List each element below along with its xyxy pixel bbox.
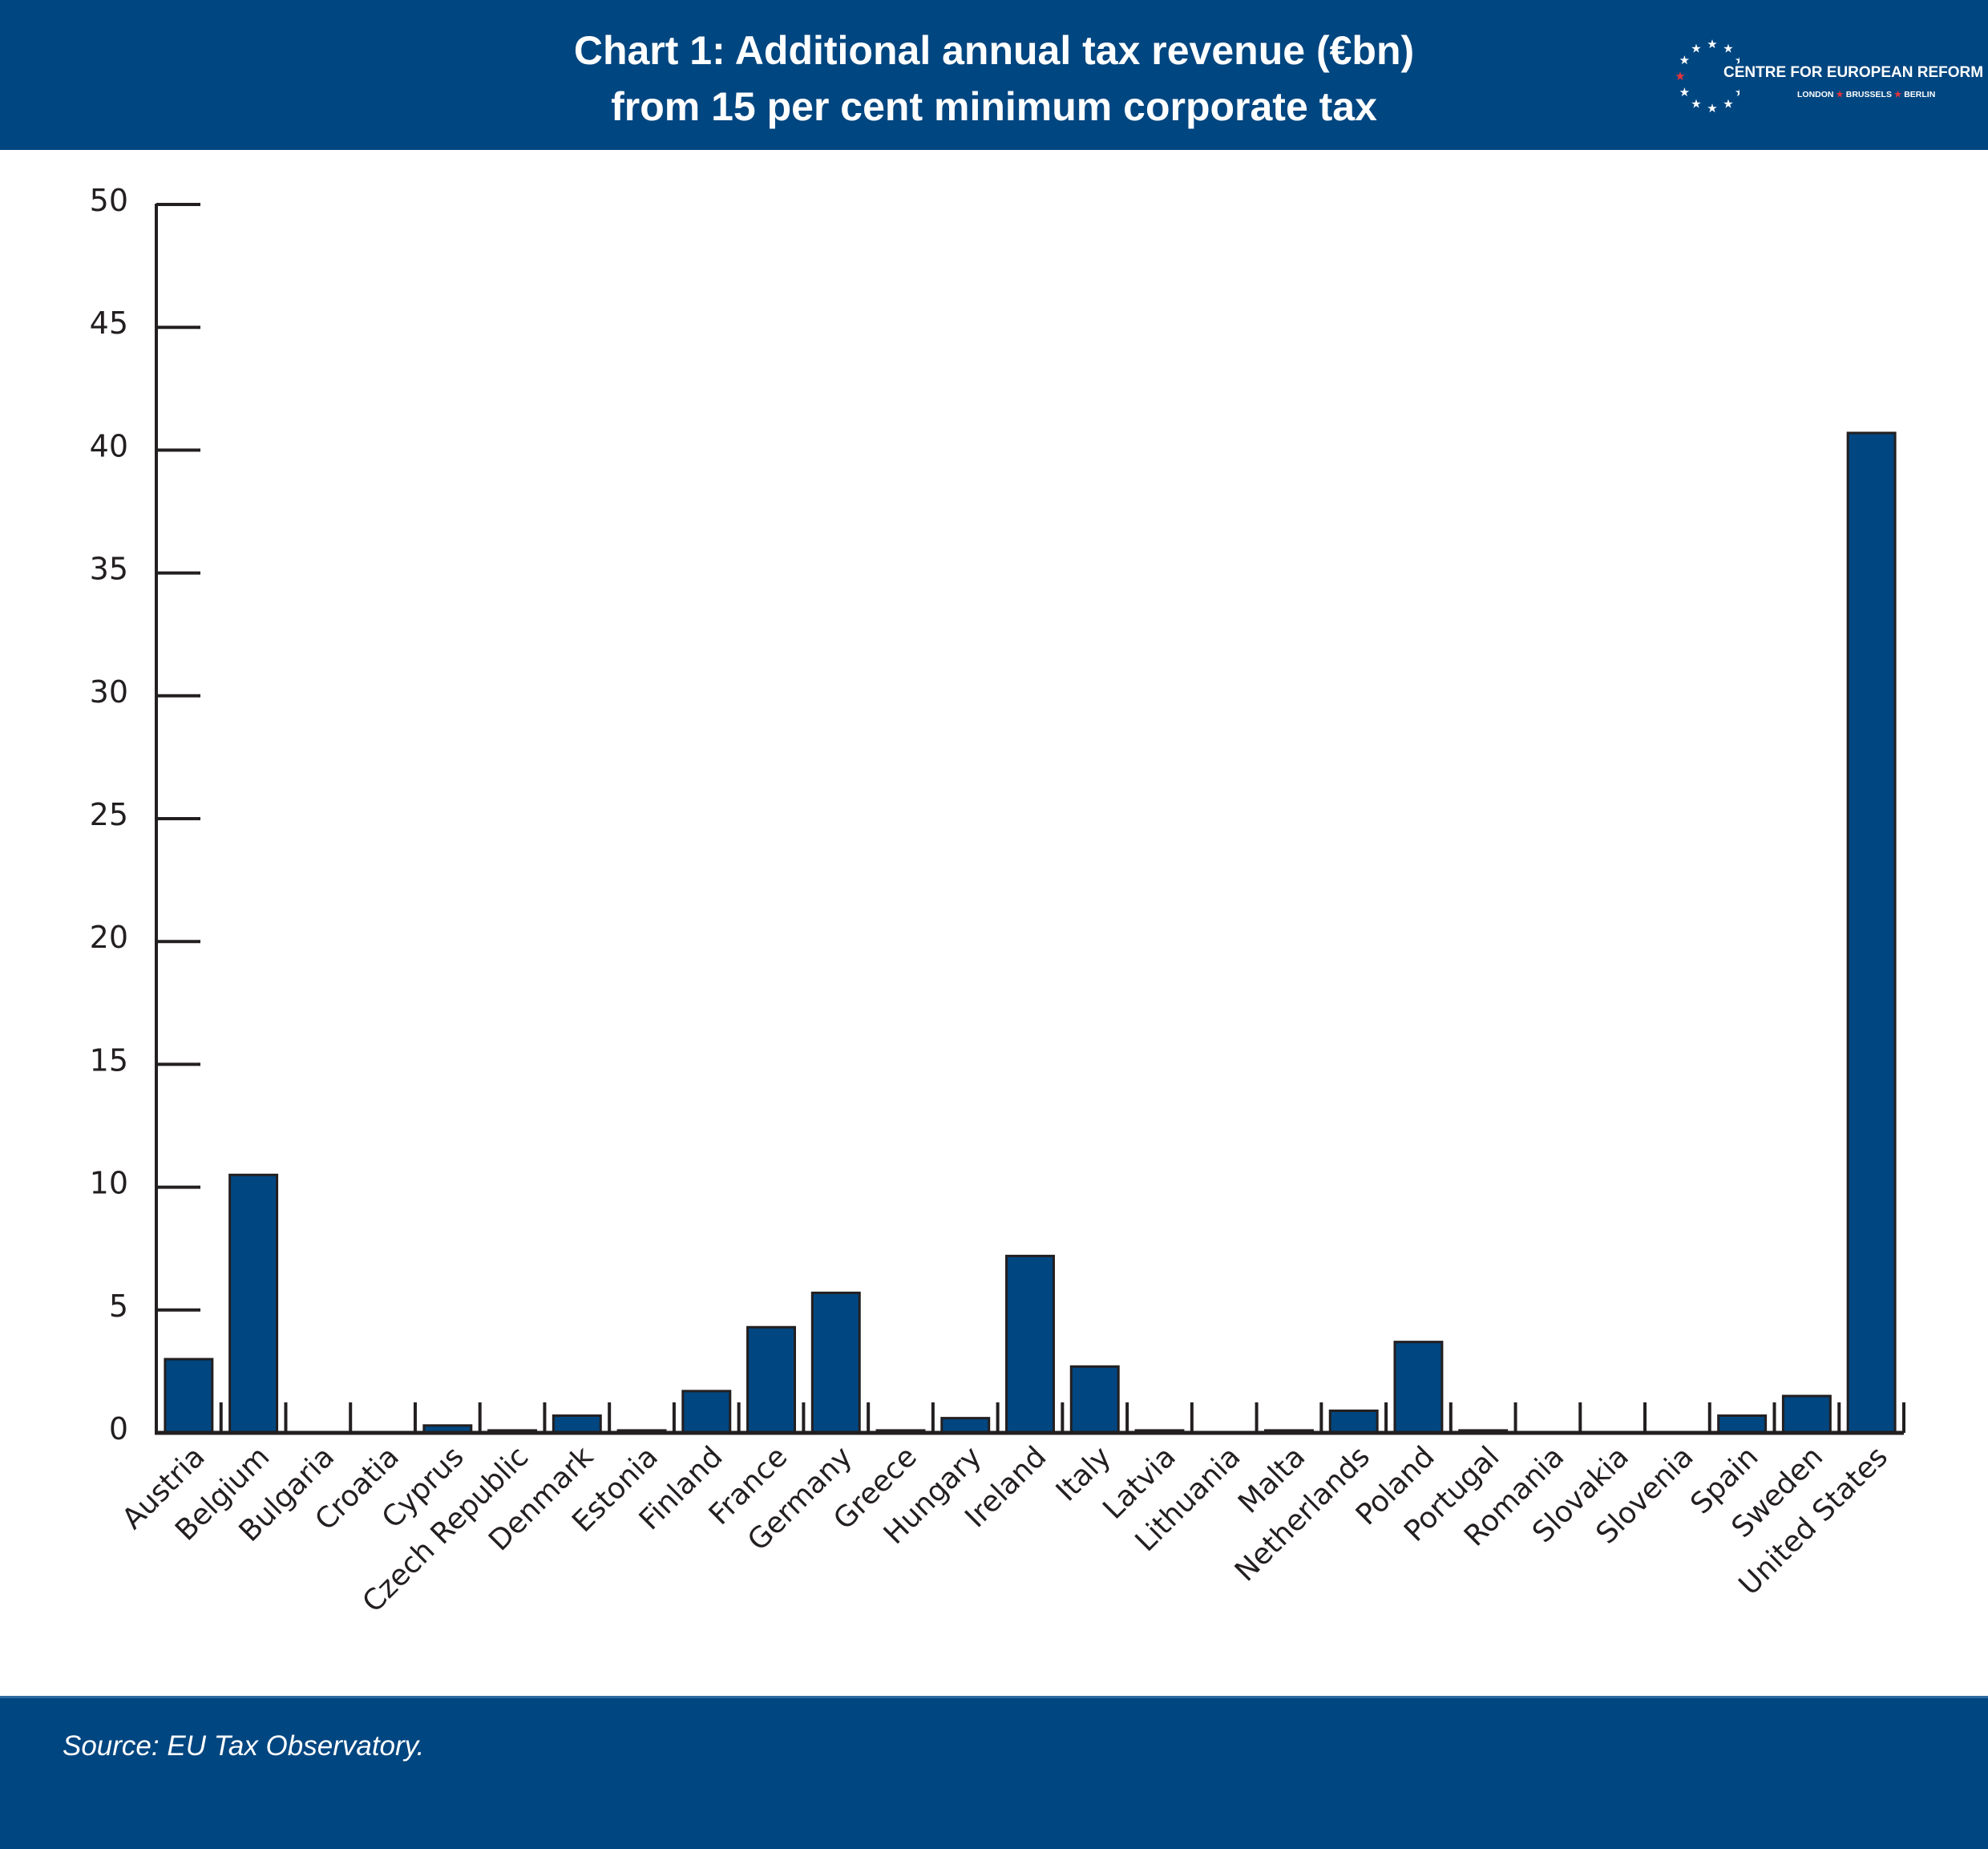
chart-title-line-1: Chart 1: Additional annual tax revenue (… bbox=[573, 28, 1415, 73]
cer-logo: ★★★★★★★★★★★★ CENTRE FOR EUROPEAN REFORM … bbox=[1675, 32, 1983, 120]
y-tick-label: 0 bbox=[109, 1411, 128, 1446]
chart-header: Chart 1: Additional annual tax revenue (… bbox=[0, 0, 1988, 150]
y-tick-label: 10 bbox=[90, 1166, 128, 1201]
bar-united-states bbox=[1846, 431, 1897, 1434]
logo-cities: LONDON ★ BRUSSELS ★ BERLIN bbox=[1797, 90, 1935, 99]
star-icon: ★ bbox=[1679, 53, 1690, 67]
y-tick-label: 35 bbox=[90, 552, 128, 587]
star-icon: ★ bbox=[1675, 69, 1686, 83]
bar-sweden bbox=[1781, 1394, 1832, 1434]
star-icon: ★ bbox=[1735, 85, 1740, 99]
bar-denmark bbox=[552, 1414, 602, 1434]
chart-title: Chart 1: Additional annual tax revenue (… bbox=[0, 22, 1988, 135]
star-icon: ★ bbox=[1691, 41, 1701, 55]
star-icon: ★ bbox=[1707, 37, 1717, 51]
bar-germany bbox=[810, 1291, 861, 1434]
chart-title-line-2: from 15 per cent minimum corporate tax bbox=[611, 84, 1377, 129]
bar-austria bbox=[164, 1357, 214, 1434]
bar-hungary bbox=[940, 1417, 991, 1434]
star-ring-icon: ★★★★★★★★★★★★ bbox=[1675, 37, 1740, 115]
star-icon: ★ bbox=[1691, 97, 1701, 111]
bar-ireland bbox=[1005, 1254, 1055, 1434]
y-tick-label: 40 bbox=[90, 428, 128, 463]
y-tick-label: 15 bbox=[90, 1042, 128, 1078]
x-axis: AustriaBelgiumBulgariaCroatiaCyprusCzech… bbox=[116, 1402, 1905, 1619]
bar-france bbox=[746, 1325, 797, 1434]
y-tick-label: 25 bbox=[90, 797, 128, 832]
y-tick-label: 50 bbox=[90, 183, 128, 218]
star-icon: ★ bbox=[1723, 41, 1733, 55]
y-axis: 0 5 10 15 20 25 30 35 40 45 50 bbox=[90, 183, 200, 1446]
y-tick-label: 30 bbox=[90, 674, 128, 710]
bar-chart: 0 5 10 15 20 25 30 35 40 45 50 AustriaBelgiumBulga… bbox=[90, 183, 1905, 1619]
star-icon: ★ bbox=[1735, 53, 1740, 67]
y-tick-label: 5 bbox=[109, 1289, 128, 1324]
star-icon: ★ bbox=[1723, 97, 1733, 111]
chart-footer: Source: EU Tax Observatory. bbox=[0, 1696, 1988, 1849]
star-icon: ★ bbox=[1739, 69, 1740, 83]
star-icon: ★ bbox=[1893, 90, 1902, 99]
bar-belgium bbox=[228, 1173, 279, 1434]
bar-spain bbox=[1717, 1414, 1768, 1434]
star-icon: ★ bbox=[1836, 90, 1844, 99]
bars bbox=[164, 431, 1897, 1434]
logo-city-berlin: BERLIN bbox=[1904, 90, 1936, 99]
y-tick-label: 45 bbox=[90, 305, 128, 341]
logo-city-london: LONDON bbox=[1797, 90, 1834, 99]
logo-name: CENTRE FOR EUROPEAN REFORM bbox=[1723, 64, 1984, 81]
logo-city-brussels: BRUSSELS bbox=[1845, 90, 1892, 99]
bar-italy bbox=[1069, 1365, 1120, 1434]
star-icon: ★ bbox=[1679, 85, 1690, 99]
bar-poland bbox=[1393, 1341, 1444, 1434]
y-tick-label: 20 bbox=[90, 920, 128, 955]
star-icon: ★ bbox=[1707, 101, 1717, 115]
source-note: Source: EU Tax Observatory. bbox=[63, 1730, 425, 1762]
bar-netherlands bbox=[1328, 1409, 1379, 1434]
bar-finland bbox=[681, 1390, 732, 1434]
